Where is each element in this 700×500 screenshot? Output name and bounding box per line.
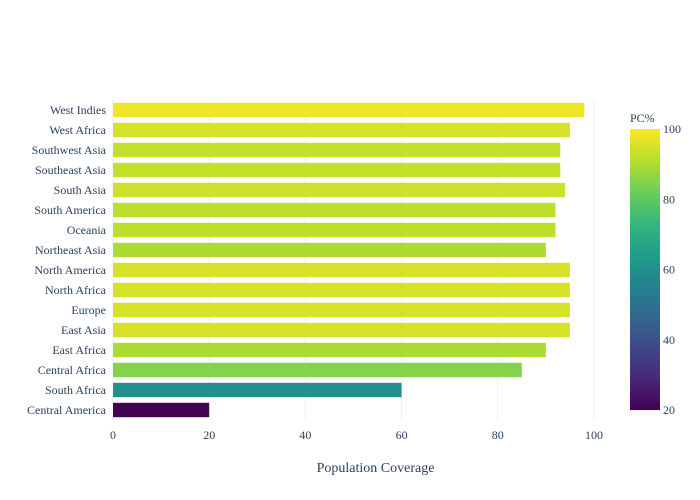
y-tick-label: North Africa [45,283,107,297]
y-tick-label: South Africa [45,383,107,397]
bar-west-africa [113,122,570,138]
colorbar-tick-label: 80 [663,192,675,206]
colorbar-tick-label: 60 [663,263,675,277]
y-tick-label: Europe [71,303,106,317]
x-axis-title: Population Coverage [317,461,435,476]
x-tick-label: 80 [492,428,504,442]
colorbar-tick-label: 40 [663,333,675,347]
x-axis-tick-labels: 0 20 40 60 80 100 [110,428,603,442]
y-tick-label: South Asia [54,183,107,197]
colorbar-gradient [630,129,660,410]
y-tick-label: West Indies [50,103,106,117]
y-tick-label: North America [34,263,106,277]
x-tick-label: 0 [110,428,116,442]
y-tick-label: East Asia [61,323,107,337]
y-tick-label: Southwest Asia [32,143,107,157]
x-tick-label: 60 [396,428,408,442]
x-tick-label: 40 [299,428,311,442]
bar-northeast-asia [113,242,546,258]
y-axis-tick-labels: West Indies West Africa Southwest Asia Sout… [27,103,107,417]
colorbar-tick-label: 20 [663,403,675,417]
bar-east-asia [113,322,570,338]
colorbar-tick-labels: 20 40 60 80 100 [663,122,681,417]
colorbar-title: PC% [630,111,655,125]
bar-southwest-asia [113,142,561,158]
colorbar: PC% 20 40 60 80 100 [630,111,681,417]
bar-north-america [113,262,570,278]
bar-north-africa [113,282,570,298]
x-tick-label: 20 [203,428,215,442]
y-tick-label: Northeast Asia [35,243,107,257]
x-tick-label: 100 [585,428,603,442]
bar-south-africa [113,382,402,398]
bar-oceania [113,222,556,238]
y-tick-label: Oceania [67,223,107,237]
y-tick-label: East Africa [52,343,106,357]
bars [113,102,585,418]
bar-south-america [113,202,556,218]
y-tick-label: Southeast Asia [35,163,107,177]
y-tick-label: Central America [27,403,107,417]
y-tick-label: South America [34,203,106,217]
colorbar-tick-label: 100 [663,122,681,136]
y-tick-label: West Africa [49,123,106,137]
y-tick-label: Central Africa [38,363,107,377]
bar-europe [113,302,570,318]
bar-central-africa [113,362,522,378]
bar-west-indies [113,102,585,118]
bar-east-africa [113,342,546,358]
bar-central-america [113,402,210,418]
bar-southeast-asia [113,162,561,178]
bar-south-asia [113,182,566,198]
